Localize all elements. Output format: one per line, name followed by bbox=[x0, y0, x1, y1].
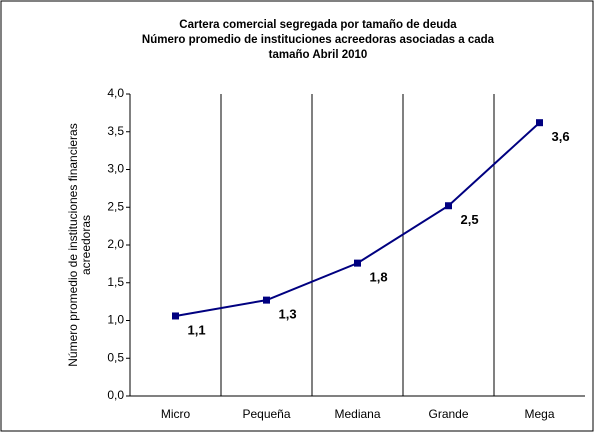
y-tick-label: 3,0 bbox=[107, 162, 124, 176]
data-label: 1,8 bbox=[370, 270, 388, 285]
marker bbox=[263, 296, 270, 304]
y-tick-label: 1,5 bbox=[107, 275, 124, 289]
chart-title: tamaño Abril 2010 bbox=[269, 49, 368, 61]
x-tick-label: Mega bbox=[524, 407, 554, 421]
x-tick-label: Grande bbox=[428, 407, 468, 421]
y-tick-label: 1,0 bbox=[107, 313, 124, 327]
data-label: 2,5 bbox=[461, 212, 479, 227]
y-tick-label: 2,0 bbox=[107, 237, 124, 251]
chart-title: Cartera comercial segregada por tamaño d… bbox=[179, 19, 457, 31]
marker bbox=[172, 312, 179, 320]
chart-title: Número promedio de instituciones acreedo… bbox=[142, 34, 495, 46]
x-tick-label: Micro bbox=[161, 407, 191, 421]
data-label: 3,6 bbox=[552, 129, 570, 144]
data-label: 1,3 bbox=[279, 307, 297, 322]
marker bbox=[445, 202, 452, 210]
x-tick-label: Pequeña bbox=[242, 407, 290, 421]
y-tick-label: 2,5 bbox=[107, 199, 124, 213]
y-tick-label: 0,5 bbox=[107, 350, 124, 364]
marker bbox=[536, 119, 543, 127]
data-label: 1,1 bbox=[188, 322, 206, 337]
marker bbox=[354, 259, 361, 267]
y-axis-title: acreedoras bbox=[79, 215, 93, 275]
y-tick-label: 4,0 bbox=[107, 86, 124, 100]
y-tick-label: 0,0 bbox=[107, 388, 124, 402]
x-tick-label: Mediana bbox=[334, 407, 380, 421]
y-axis-title: Número promedio de instituciones financi… bbox=[66, 123, 80, 366]
y-tick-label: 3,5 bbox=[107, 124, 124, 138]
